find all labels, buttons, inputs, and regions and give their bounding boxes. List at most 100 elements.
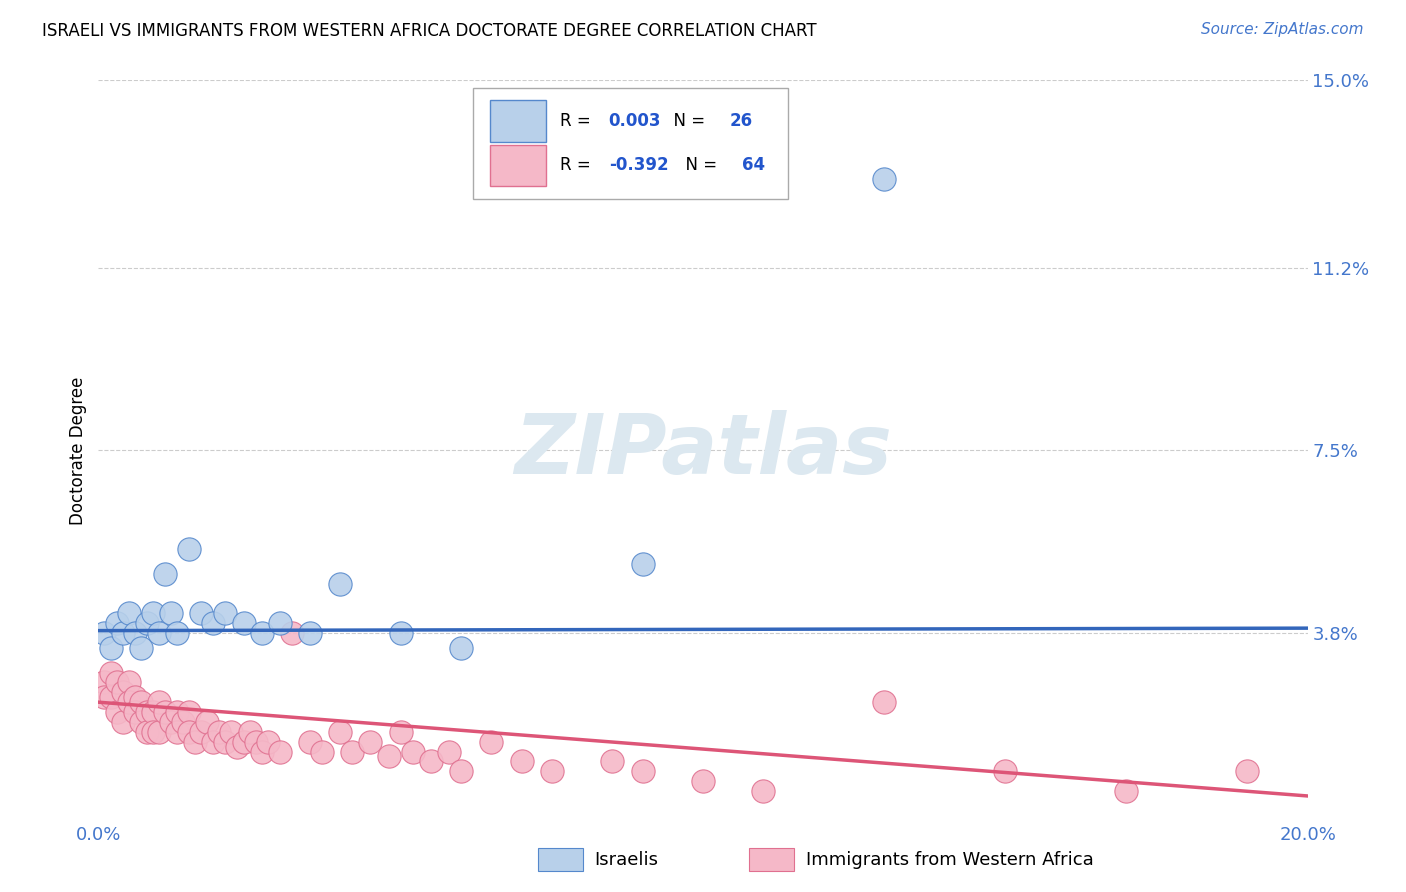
Point [142, 724, 165, 739]
Point [232, 734, 254, 748]
Point [221, 724, 243, 739]
Point [93, 626, 115, 640]
Point [692, 774, 714, 789]
Point [160, 714, 183, 729]
Point [360, 734, 382, 748]
Y-axis label: Doctorate Degree: Doctorate Degree [69, 376, 87, 524]
Point [129, 640, 152, 655]
Point [540, 764, 562, 779]
Point [166, 724, 188, 739]
Point [1115, 784, 1137, 798]
Point [873, 695, 896, 709]
Point [250, 626, 273, 640]
Point [124, 626, 146, 640]
Text: 0.003: 0.003 [609, 112, 661, 130]
Point [631, 764, 654, 779]
Point [105, 675, 128, 690]
Point [402, 745, 425, 759]
Point [389, 724, 412, 739]
Point [269, 745, 291, 759]
Point [190, 724, 212, 739]
Point [994, 764, 1017, 779]
Point [239, 724, 262, 739]
Point [93, 675, 115, 690]
Point [873, 172, 896, 186]
Point [250, 745, 273, 759]
Point [172, 714, 194, 729]
Point [1236, 764, 1258, 779]
Point [269, 616, 291, 631]
Point [510, 755, 533, 769]
Point [111, 685, 134, 699]
Point [179, 724, 201, 739]
Point [129, 714, 152, 729]
Point [377, 749, 399, 764]
Point [166, 626, 188, 640]
Point [135, 724, 157, 739]
Point [124, 705, 146, 719]
Point [226, 739, 249, 754]
Point [93, 690, 115, 705]
Text: N =: N = [664, 112, 710, 130]
Point [111, 714, 134, 729]
Point [142, 607, 165, 621]
Text: N =: N = [675, 156, 723, 175]
Point [105, 705, 128, 719]
Point [208, 724, 231, 739]
Text: Israelis: Israelis [595, 851, 659, 869]
Point [195, 714, 218, 729]
Point [281, 626, 304, 640]
Text: R =: R = [561, 112, 596, 130]
Point [100, 640, 122, 655]
Text: 64: 64 [742, 156, 765, 175]
Point [142, 705, 165, 719]
Point [118, 675, 141, 690]
Point [179, 705, 201, 719]
Point [311, 745, 333, 759]
Point [437, 745, 460, 759]
Text: -0.392: -0.392 [609, 156, 668, 175]
Point [202, 734, 225, 748]
Text: 26: 26 [730, 112, 752, 130]
Point [184, 734, 207, 748]
Point [602, 755, 624, 769]
Point [450, 764, 472, 779]
Text: Source: ZipAtlas.com: Source: ZipAtlas.com [1201, 22, 1364, 37]
Point [190, 607, 212, 621]
Point [124, 690, 146, 705]
Point [153, 566, 176, 581]
Point [342, 745, 364, 759]
Text: ISRAELI VS IMMIGRANTS FROM WESTERN AFRICA DOCTORATE DEGREE CORRELATION CHART: ISRAELI VS IMMIGRANTS FROM WESTERN AFRIC… [42, 22, 817, 40]
Point [420, 755, 443, 769]
Point [389, 626, 412, 640]
Point [481, 734, 503, 748]
Point [111, 626, 134, 640]
Point [135, 705, 157, 719]
Point [160, 607, 183, 621]
Point [179, 542, 201, 557]
Point [256, 734, 278, 748]
Point [299, 734, 322, 748]
Point [129, 695, 152, 709]
Point [166, 705, 188, 719]
Point [214, 734, 236, 748]
Point [329, 576, 352, 591]
FancyBboxPatch shape [474, 87, 787, 199]
Point [299, 626, 322, 640]
FancyBboxPatch shape [491, 145, 546, 186]
Point [105, 616, 128, 631]
Text: ZIPatlas: ZIPatlas [515, 410, 891, 491]
Point [232, 616, 254, 631]
Point [450, 640, 472, 655]
Point [148, 626, 170, 640]
Point [631, 557, 654, 571]
Point [148, 695, 170, 709]
Point [329, 724, 352, 739]
Point [214, 607, 236, 621]
Point [148, 724, 170, 739]
Point [752, 784, 775, 798]
Point [245, 734, 267, 748]
Point [153, 705, 176, 719]
Point [135, 616, 157, 631]
Point [100, 690, 122, 705]
